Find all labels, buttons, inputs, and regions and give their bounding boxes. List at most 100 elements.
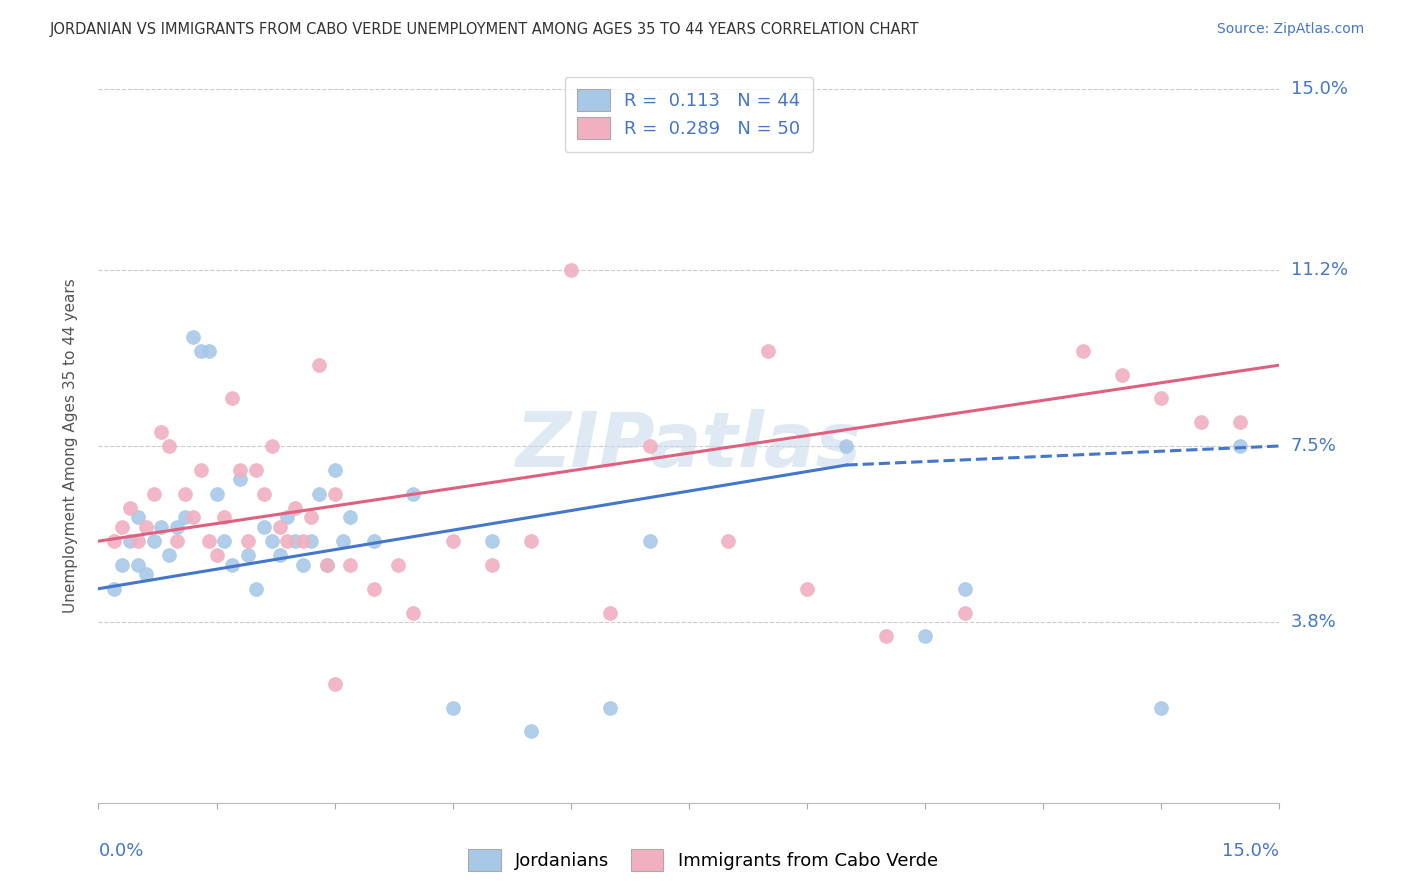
Point <box>638 439 661 453</box>
Point <box>339 510 361 524</box>
Legend: Jordanians, Immigrants from Cabo Verde: Jordanians, Immigrants from Cabo Verde <box>461 842 945 879</box>
Text: 15.0%: 15.0% <box>1291 80 1347 98</box>
Point <box>339 558 361 572</box>
Point <box>1189 415 1212 429</box>
Legend: R =  0.113   N = 44, R =  0.289   N = 50: R = 0.113 N = 44, R = 0.289 N = 50 <box>565 77 813 152</box>
Point <box>150 520 173 534</box>
Point <box>103 534 125 549</box>
Point <box>332 534 354 549</box>
Point <box>1071 343 1094 358</box>
Point <box>756 343 779 358</box>
Point <box>363 582 385 596</box>
Point <box>1150 392 1173 406</box>
Text: Source: ZipAtlas.com: Source: ZipAtlas.com <box>1216 22 1364 37</box>
Point <box>197 534 219 549</box>
Point <box>299 510 322 524</box>
Text: 11.2%: 11.2% <box>1291 261 1348 279</box>
Point <box>111 520 134 534</box>
Point <box>253 486 276 500</box>
Point <box>253 520 276 534</box>
Point <box>190 343 212 358</box>
Point <box>135 520 157 534</box>
Point <box>214 534 236 549</box>
Point <box>166 534 188 549</box>
Point <box>236 549 259 563</box>
Text: 7.5%: 7.5% <box>1291 437 1337 455</box>
Point <box>520 534 543 549</box>
Point <box>190 463 212 477</box>
Point <box>875 629 897 643</box>
Point <box>174 486 197 500</box>
Point <box>292 534 315 549</box>
Point <box>481 534 503 549</box>
Point <box>229 463 252 477</box>
Point <box>127 534 149 549</box>
Point <box>135 567 157 582</box>
Point <box>221 392 243 406</box>
Point <box>269 549 291 563</box>
Point <box>363 534 385 549</box>
Point <box>599 700 621 714</box>
Point <box>150 425 173 439</box>
Text: JORDANIAN VS IMMIGRANTS FROM CABO VERDE UNEMPLOYMENT AMONG AGES 35 TO 44 YEARS C: JORDANIAN VS IMMIGRANTS FROM CABO VERDE … <box>49 22 918 37</box>
Point <box>166 520 188 534</box>
Y-axis label: Unemployment Among Ages 35 to 44 years: Unemployment Among Ages 35 to 44 years <box>63 278 77 614</box>
Point <box>323 486 346 500</box>
Point <box>292 558 315 572</box>
Text: 0.0%: 0.0% <box>98 842 143 860</box>
Point <box>441 700 464 714</box>
Text: 15.0%: 15.0% <box>1222 842 1279 860</box>
Point <box>284 534 307 549</box>
Point <box>142 534 165 549</box>
Point <box>245 582 267 596</box>
Point <box>953 582 976 596</box>
Point <box>1229 439 1251 453</box>
Point <box>118 500 141 515</box>
Point <box>221 558 243 572</box>
Point <box>796 582 818 596</box>
Point <box>236 534 259 549</box>
Point <box>402 606 425 620</box>
Point <box>402 486 425 500</box>
Point <box>914 629 936 643</box>
Point <box>229 472 252 486</box>
Point <box>835 439 858 453</box>
Point <box>127 510 149 524</box>
Point <box>157 439 180 453</box>
Point <box>127 558 149 572</box>
Point <box>638 534 661 549</box>
Point <box>103 582 125 596</box>
Point <box>157 549 180 563</box>
Point <box>284 500 307 515</box>
Point <box>111 558 134 572</box>
Point <box>197 343 219 358</box>
Point <box>174 510 197 524</box>
Point <box>953 606 976 620</box>
Point <box>599 606 621 620</box>
Point <box>299 534 322 549</box>
Point <box>323 677 346 691</box>
Point <box>142 486 165 500</box>
Text: ZIPatlas: ZIPatlas <box>516 409 862 483</box>
Point <box>205 549 228 563</box>
Point <box>315 558 337 572</box>
Point <box>269 520 291 534</box>
Point <box>1150 700 1173 714</box>
Point <box>323 463 346 477</box>
Point <box>520 724 543 739</box>
Point <box>214 510 236 524</box>
Point <box>1111 368 1133 382</box>
Point <box>315 558 337 572</box>
Point <box>260 534 283 549</box>
Point <box>276 534 298 549</box>
Point <box>717 534 740 549</box>
Point <box>181 329 204 343</box>
Point <box>118 534 141 549</box>
Point <box>481 558 503 572</box>
Point <box>387 558 409 572</box>
Point <box>276 510 298 524</box>
Point <box>560 263 582 277</box>
Point <box>308 486 330 500</box>
Point <box>245 463 267 477</box>
Point <box>260 439 283 453</box>
